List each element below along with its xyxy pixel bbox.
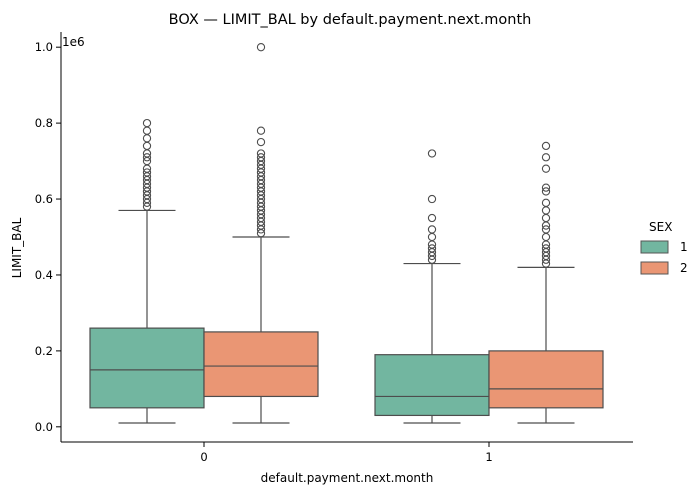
y-axis-label: LIMIT_BAL bbox=[10, 217, 24, 278]
outlier-point bbox=[256, 153, 266, 162]
outlier-point bbox=[541, 198, 551, 207]
iqr-box bbox=[203, 331, 319, 398]
box-sex-2-default-1 bbox=[488, 141, 604, 424]
outlier-point bbox=[541, 164, 551, 173]
legend-label-sex-1: 1 bbox=[680, 240, 688, 254]
x-axis-label: default.payment.next.month bbox=[261, 471, 434, 485]
legend-swatch-sex-1 bbox=[640, 240, 669, 254]
y-scale-note: 1e6 bbox=[62, 35, 85, 49]
iqr-box bbox=[488, 350, 604, 409]
y-axis-ticks: 0.0 0.2 0.4 0.6 0.8 1.0 bbox=[35, 40, 61, 434]
y-tick-label: 0.8 bbox=[35, 116, 53, 130]
outlier-point bbox=[256, 137, 266, 147]
outlier-point bbox=[541, 141, 551, 151]
outlier-point bbox=[427, 149, 437, 158]
plot-area bbox=[89, 43, 604, 424]
outlier-point bbox=[541, 187, 551, 196]
outlier-point bbox=[541, 183, 551, 192]
y-tick-label: 1.0 bbox=[35, 40, 53, 54]
outlier-point bbox=[541, 244, 551, 253]
x-tick-label: 1 bbox=[485, 450, 492, 464]
outlier-point bbox=[427, 194, 437, 204]
outlier-point bbox=[541, 232, 551, 242]
outlier-point bbox=[541, 225, 551, 234]
y-tick-label: 0.6 bbox=[35, 192, 53, 206]
outlier-point bbox=[256, 149, 266, 158]
legend-label-sex-2: 2 bbox=[680, 261, 688, 275]
legend-title: SEX bbox=[649, 220, 672, 234]
outlier-point bbox=[142, 126, 152, 135]
y-tick-label: 0.4 bbox=[35, 268, 53, 282]
outlier-point bbox=[142, 141, 152, 151]
outlier-point bbox=[541, 213, 551, 223]
outlier-point bbox=[142, 118, 152, 128]
y-tick-label: 0.2 bbox=[35, 344, 53, 358]
outlier-point bbox=[427, 225, 437, 234]
outlier-point bbox=[541, 153, 551, 162]
outlier-point bbox=[142, 134, 152, 143]
box-sex-1-default-0 bbox=[89, 118, 205, 424]
outlier-point bbox=[142, 153, 152, 162]
iqr-box bbox=[89, 327, 205, 409]
chart-title: BOX — LIMIT_BAL by default.payment.next.… bbox=[169, 12, 532, 28]
iqr-box bbox=[374, 354, 490, 417]
outlier-point bbox=[427, 232, 437, 242]
legend: SEX 1 2 bbox=[640, 220, 688, 275]
outlier-point bbox=[256, 43, 266, 52]
x-tick-label: 0 bbox=[200, 450, 207, 464]
outlier-point bbox=[427, 244, 437, 253]
outlier-point bbox=[541, 206, 551, 215]
box-sex-1-default-1 bbox=[374, 149, 490, 424]
outlier-point bbox=[142, 168, 152, 177]
outlier-point bbox=[427, 213, 437, 223]
outlier-point bbox=[256, 126, 266, 135]
y-tick-label: 0.0 bbox=[35, 420, 53, 434]
legend-swatch-sex-2 bbox=[640, 261, 669, 275]
box-sex-2-default-0 bbox=[203, 43, 319, 424]
